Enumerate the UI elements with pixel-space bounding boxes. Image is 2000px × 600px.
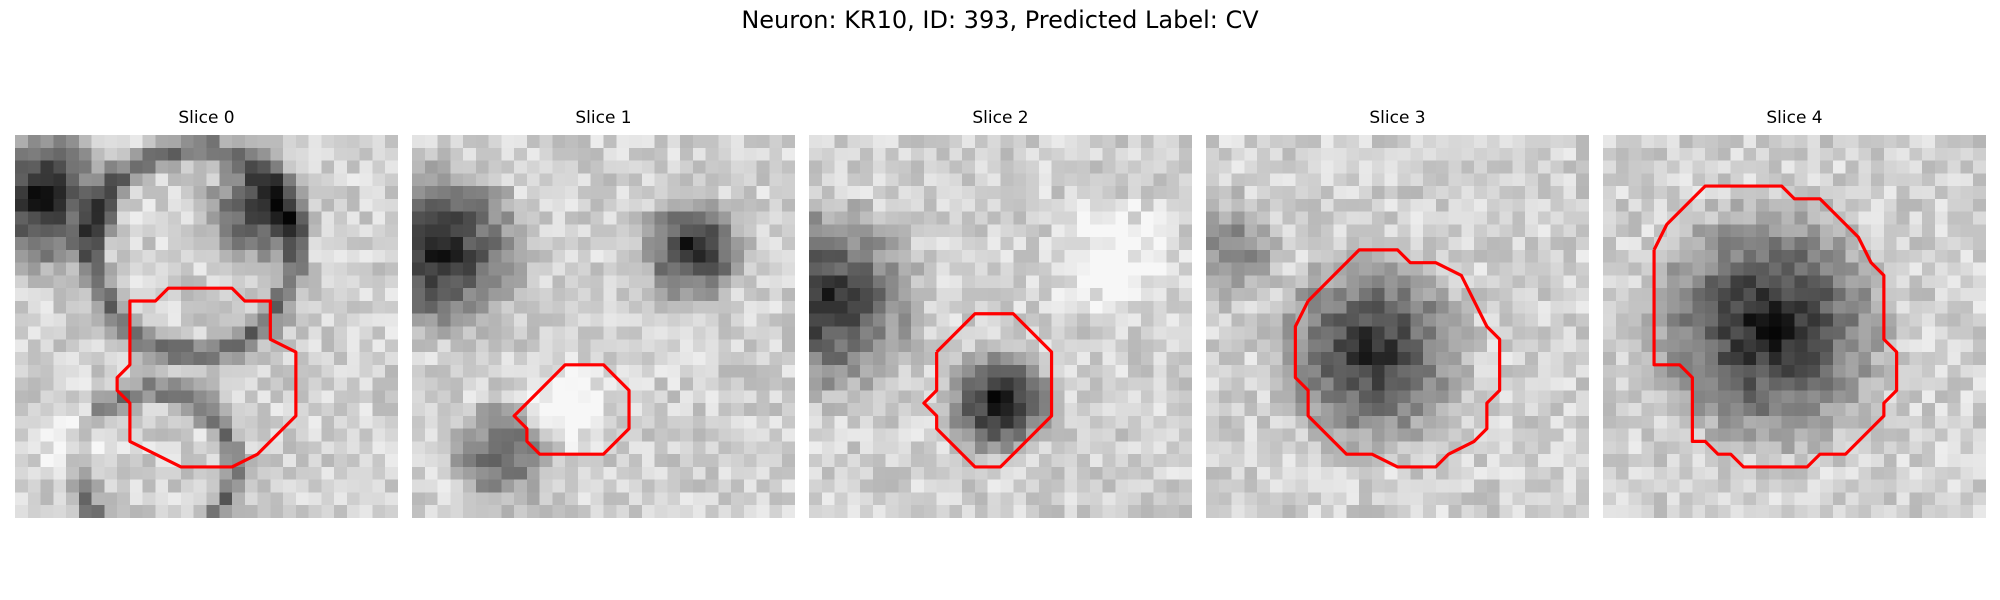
slice-title: Slice 2 [972, 108, 1029, 128]
slice-image-2 [809, 135, 1192, 518]
figure-title: Neuron: KR10, ID: 393, Predicted Label: … [741, 6, 1259, 34]
pixel-grid [1206, 135, 1589, 518]
cell-contour [1652, 184, 1899, 469]
cell-contour [115, 286, 298, 469]
slice-title: Slice 3 [1369, 108, 1426, 128]
slice-image-1 [412, 135, 795, 518]
pixel-grid [809, 135, 1192, 518]
slice-title: Slice 1 [575, 108, 632, 128]
cell-contour [512, 363, 631, 456]
pixel-grid [15, 135, 398, 518]
slice-image-4 [1603, 135, 1986, 518]
pixel-grid [1603, 135, 1986, 518]
cell-contour [1293, 248, 1502, 469]
pixel-grid [412, 135, 795, 518]
slice-image-0 [15, 135, 398, 518]
cell-contour [922, 312, 1054, 469]
slice-image-3 [1206, 135, 1589, 518]
slice-title: Slice 0 [178, 108, 235, 128]
slice-title: Slice 4 [1766, 108, 1823, 128]
